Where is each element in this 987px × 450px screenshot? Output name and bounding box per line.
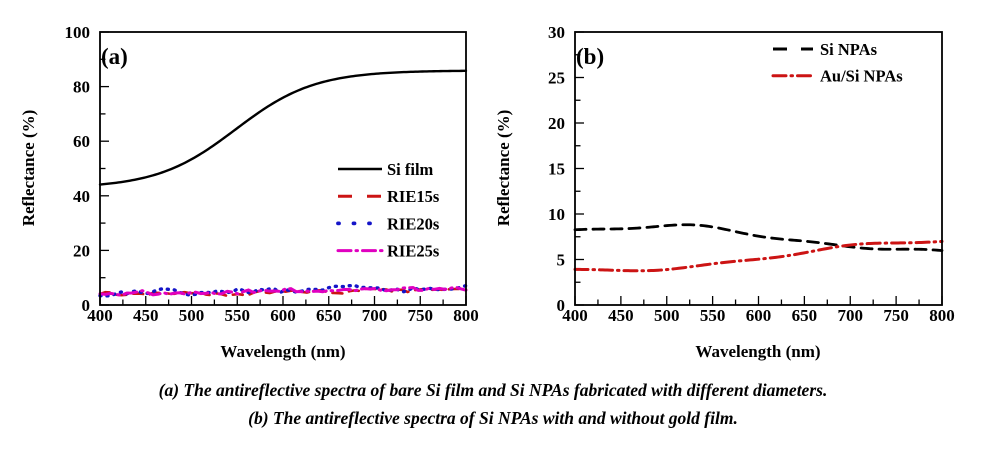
svg-text:0: 0 (557, 296, 566, 315)
svg-text:500: 500 (179, 306, 205, 325)
svg-text:600: 600 (270, 306, 296, 325)
svg-text:40: 40 (73, 187, 90, 206)
svg-text:Wavelength (nm): Wavelength (nm) (695, 342, 820, 361)
svg-text:750: 750 (408, 306, 434, 325)
svg-text:750: 750 (883, 306, 909, 325)
svg-text:800: 800 (453, 306, 479, 325)
svg-text:500: 500 (654, 306, 680, 325)
svg-text:15: 15 (548, 160, 565, 179)
svg-text:550: 550 (700, 306, 726, 325)
svg-text:5: 5 (557, 251, 566, 270)
svg-text:100: 100 (65, 23, 91, 42)
svg-text:Si film: Si film (387, 160, 434, 179)
svg-text:650: 650 (316, 306, 342, 325)
svg-text:20: 20 (73, 241, 90, 260)
svg-text:(a) The antireflective spectra: (a) The antireflective spectra of bare S… (159, 380, 828, 400)
svg-text:(a): (a) (101, 44, 128, 69)
svg-text:Wavelength (nm): Wavelength (nm) (220, 342, 345, 361)
svg-text:RIE15s: RIE15s (387, 187, 440, 206)
svg-text:(b): (b) (576, 44, 604, 69)
svg-text:0: 0 (82, 296, 91, 315)
svg-text:400: 400 (562, 306, 588, 325)
svg-text:Reflectance (%): Reflectance (%) (494, 110, 513, 227)
svg-text:Si NPAs: Si NPAs (820, 40, 878, 59)
svg-text:800: 800 (929, 306, 955, 325)
svg-text:20: 20 (548, 114, 565, 133)
svg-text:450: 450 (608, 306, 634, 325)
svg-text:Reflectance (%): Reflectance (%) (19, 110, 38, 227)
svg-text:700: 700 (838, 306, 864, 325)
svg-text:Au/Si NPAs: Au/Si NPAs (820, 67, 903, 86)
svg-text:30: 30 (548, 23, 565, 42)
svg-text:RIE20s: RIE20s (387, 214, 440, 233)
svg-text:650: 650 (792, 306, 818, 325)
svg-text:RIE25s: RIE25s (387, 242, 440, 261)
svg-text:60: 60 (73, 132, 90, 151)
svg-text:10: 10 (548, 205, 565, 224)
svg-text:550: 550 (225, 306, 251, 325)
svg-text:700: 700 (362, 306, 388, 325)
svg-text:25: 25 (548, 69, 565, 88)
svg-text:(b) The antireflective spectra: (b) The antireflective spectra of Si NPA… (248, 408, 738, 428)
svg-text:450: 450 (133, 306, 159, 325)
svg-text:600: 600 (746, 306, 772, 325)
svg-text:400: 400 (87, 306, 113, 325)
svg-text:80: 80 (73, 78, 90, 97)
